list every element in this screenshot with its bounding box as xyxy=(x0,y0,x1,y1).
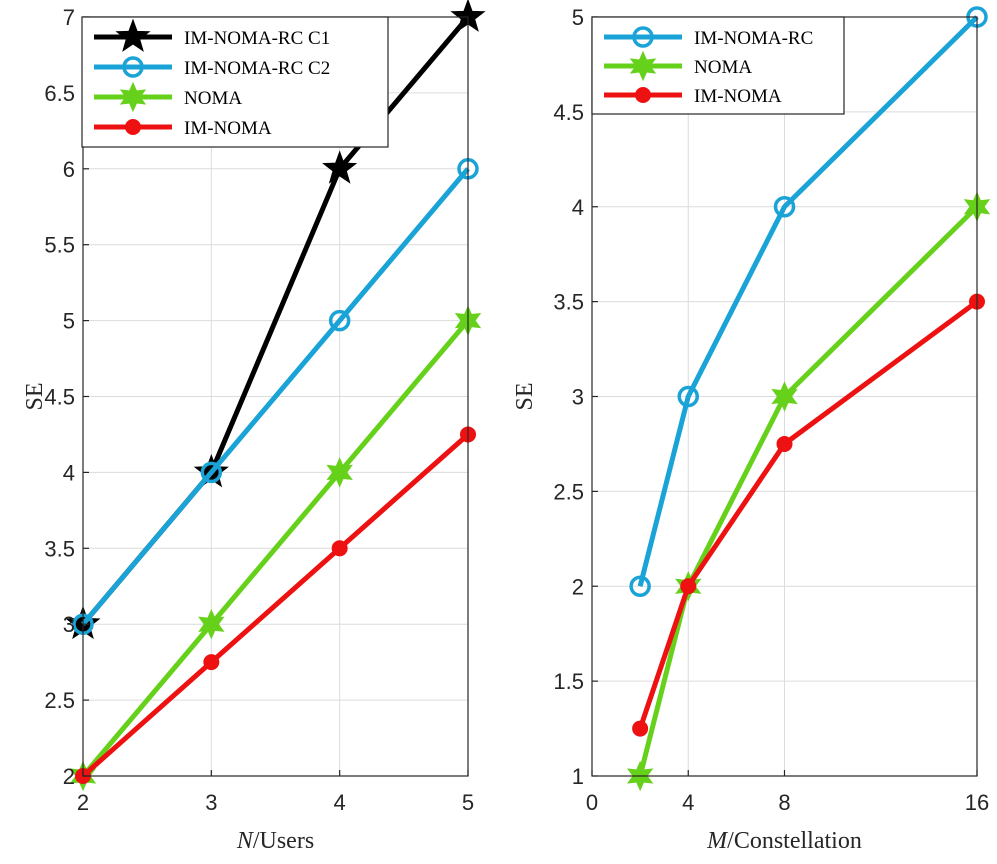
left-x-tick-label: 3 xyxy=(205,790,217,815)
left-series-line-noma xyxy=(81,318,470,778)
right-ticks: 0 4 8 16 1 1.5 2 2.5 3 3.5 4 4.5 5 xyxy=(553,5,989,815)
right-y-tick-label: 2 xyxy=(572,574,584,599)
left-plot-panel: 2 3 4 5 2 2.5 3 3.5 4 4.5 5 5.5 6 6.5 7 N/Users SE IM-… xyxy=(22,0,486,854)
right-y-tick-label: 4.5 xyxy=(553,100,584,125)
left-y-tick-label: 6 xyxy=(63,157,75,182)
right-data-point-im-noma xyxy=(632,720,649,737)
right-legend-marker-im-noma xyxy=(635,87,651,103)
left-y-tick-label: 7 xyxy=(63,5,75,30)
right-x-axis-label-unit: /Constellation xyxy=(727,828,862,854)
left-y-tick-label: 4 xyxy=(63,460,75,485)
right-data-point-im-noma xyxy=(680,578,697,595)
right-plot-panel: 0 4 8 16 1 1.5 2 2.5 3 3.5 4 4.5 5 M/Constellation S… xyxy=(512,5,991,854)
right-x-tick-label: 4 xyxy=(682,790,694,815)
right-x-axis-label: M/Constellation xyxy=(706,828,862,854)
right-y-tick-label: 5 xyxy=(572,5,584,30)
left-series-line-im-noma-rc-c2 xyxy=(81,167,470,626)
right-data-point-im-noma-rc xyxy=(677,385,699,408)
left-legend: IM-NOMA-RC C1 IM-NOMA-RC C2 NOMA IM-NOMA xyxy=(81,16,389,148)
left-series-line-im-noma xyxy=(81,432,470,778)
left-legend-label-im-noma: IM-NOMA xyxy=(184,118,272,139)
right-data-point-noma xyxy=(771,381,798,412)
left-data-point-im-noma-rc-c1 xyxy=(322,150,358,184)
right-legend-label-noma: NOMA xyxy=(694,57,752,78)
right-series-line-im-noma-rc xyxy=(637,15,979,587)
right-x-tick-label: 8 xyxy=(778,790,790,815)
left-y-tick-label: 5.5 xyxy=(44,233,75,258)
left-legend-marker-im-noma-rc-c1 xyxy=(115,18,151,52)
left-x-tick-label: 2 xyxy=(77,790,89,815)
right-x-tick-label: 16 xyxy=(965,790,989,815)
left-legend-marker-im-noma-rc-c2 xyxy=(122,56,144,78)
left-y-tick-label: 5 xyxy=(63,309,75,334)
left-x-axis-label-var: N xyxy=(236,828,255,854)
right-y-tick-label: 3 xyxy=(572,385,584,410)
left-x-axis-label: N/Users xyxy=(236,828,314,854)
right-data-point-im-noma-rc xyxy=(773,196,796,218)
right-series xyxy=(626,6,991,792)
left-y-axis-label: SE xyxy=(22,382,48,410)
left-y-tick-label: 2.5 xyxy=(44,688,75,713)
right-legend-marker-im-noma-rc xyxy=(632,26,654,48)
right-legend-label-im-noma-rc: IM-NOMA-RC xyxy=(694,28,813,49)
right-y-tick-label: 1.5 xyxy=(553,669,584,694)
left-y-tick-label: 2 xyxy=(63,764,75,789)
left-legend-marker-im-noma xyxy=(125,119,141,135)
left-legend-label-im-noma-rc-c2: IM-NOMA-RC C2 xyxy=(184,58,330,79)
right-y-tick-label: 3.5 xyxy=(553,290,584,315)
left-x-tick-label: 5 xyxy=(462,790,474,815)
right-data-point-im-noma xyxy=(776,435,793,452)
left-legend-marker-noma xyxy=(119,81,147,113)
right-legend-label-im-noma: IM-NOMA xyxy=(694,86,782,107)
left-data-point-im-noma xyxy=(203,654,220,671)
left-x-axis-label-unit: /Users xyxy=(253,828,314,854)
right-y-axis-label: SE xyxy=(512,382,538,410)
left-data-point-im-noma xyxy=(331,540,348,557)
left-y-tick-label: 3.5 xyxy=(44,536,75,561)
right-series-line-noma xyxy=(637,204,979,777)
left-y-tick-label: 6.5 xyxy=(44,81,75,106)
left-data-point-noma xyxy=(198,608,225,640)
right-legend-marker-noma xyxy=(629,50,657,82)
right-x-axis-label-var: M xyxy=(706,828,729,854)
right-data-point-im-noma-rc xyxy=(629,575,651,597)
left-data-point-noma xyxy=(326,457,353,488)
left-data-point-im-noma-rc-c2 xyxy=(200,461,223,484)
left-legend-label-noma: NOMA xyxy=(184,88,242,109)
right-y-tick-label: 2.5 xyxy=(553,479,584,504)
left-y-tick-label: 4.5 xyxy=(44,385,75,410)
right-legend: IM-NOMA-RC NOMA IM-NOMA xyxy=(591,16,845,115)
right-x-tick-label: 0 xyxy=(586,790,598,815)
right-y-tick-label: 1 xyxy=(572,764,584,789)
left-x-tick-label: 4 xyxy=(334,790,346,815)
left-ticks: 2 3 4 5 2 2.5 3 3.5 4 4.5 5 5.5 6 6.5 7 xyxy=(44,5,474,815)
left-legend-label-im-noma-rc-c1: IM-NOMA-RC C1 xyxy=(184,28,330,49)
right-y-tick-label: 4 xyxy=(572,195,584,220)
right-series-line-im-noma xyxy=(637,299,979,730)
left-data-point-im-noma-rc-c2 xyxy=(328,309,351,332)
left-y-tick-label: 3 xyxy=(63,612,75,637)
